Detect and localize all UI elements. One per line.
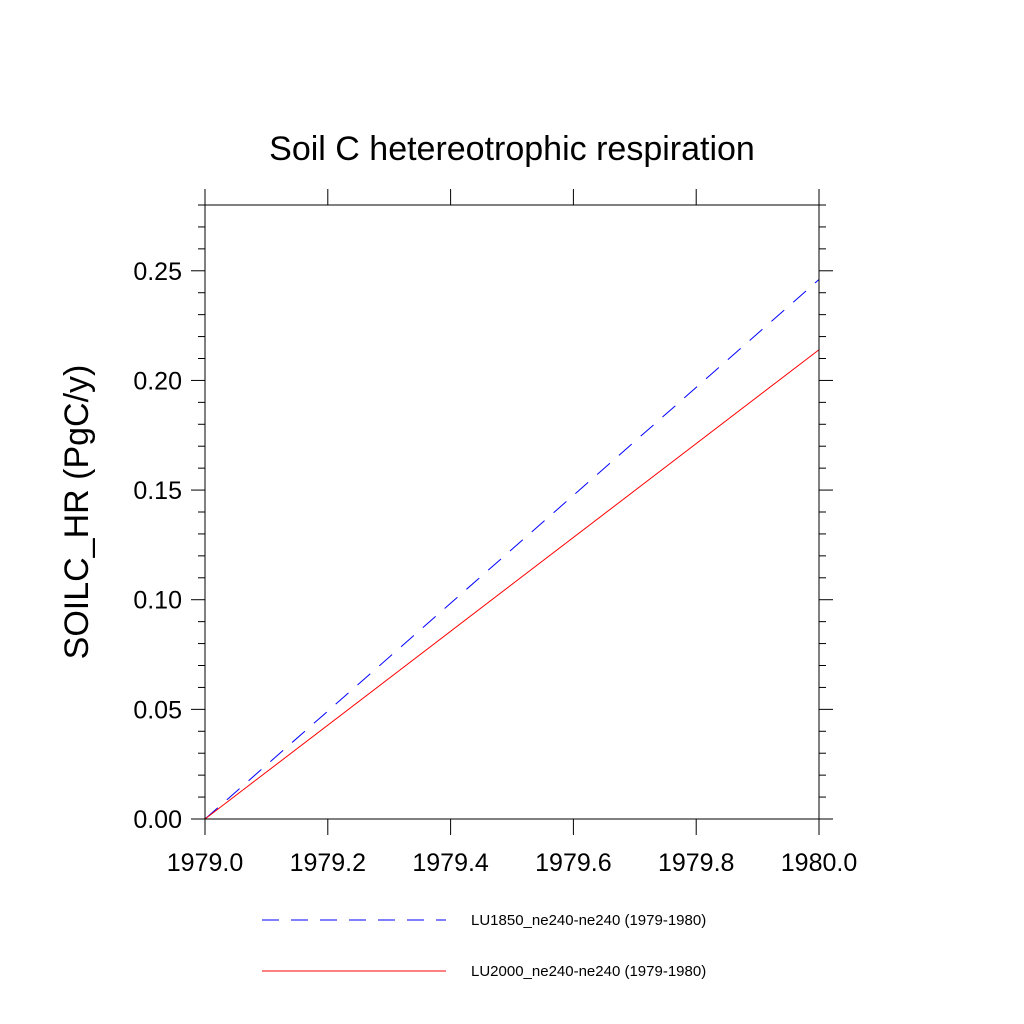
x-tick-label: 1979.6 xyxy=(535,849,611,877)
x-tick-label: 1979.4 xyxy=(412,849,489,877)
x-tick-label: 1979.2 xyxy=(290,849,366,877)
y-tick-label: 0.10 xyxy=(133,587,182,615)
legend-label: LU1850_ne240-ne240 (1979-1980) xyxy=(471,912,706,929)
plot-frame xyxy=(204,204,820,820)
series-line-2 xyxy=(204,349,820,820)
y-tick-label: 0.05 xyxy=(133,696,182,724)
y-tick-label: 0.20 xyxy=(133,367,182,395)
y-tick-label: 0.00 xyxy=(133,806,182,834)
legend-label: LU2000_ne240-ne240 (1979-1980) xyxy=(471,963,706,980)
axis-ticks xyxy=(191,189,833,835)
x-tick-label: 1980.0 xyxy=(781,849,857,877)
y-axis-label: SOILC_HR (PgC/y) xyxy=(58,365,96,660)
series-line-1 xyxy=(204,279,820,820)
legend: LU1850_ne240-ne240 (1979-1980) LU2000_ne2… xyxy=(262,912,706,980)
x-tick-label: 1979.0 xyxy=(167,849,243,877)
axis-tick-labels: 1979.0 1979.2 1979.4 1979.6 1979.8 1980.0 0.00… xyxy=(133,258,857,877)
y-tick-label: 0.15 xyxy=(133,477,182,505)
x-tick-label: 1979.8 xyxy=(658,849,734,877)
y-tick-label: 0.25 xyxy=(133,258,182,286)
series-lines xyxy=(204,279,820,820)
chart-title: Soil C hetereotrophic respiration xyxy=(269,130,755,168)
